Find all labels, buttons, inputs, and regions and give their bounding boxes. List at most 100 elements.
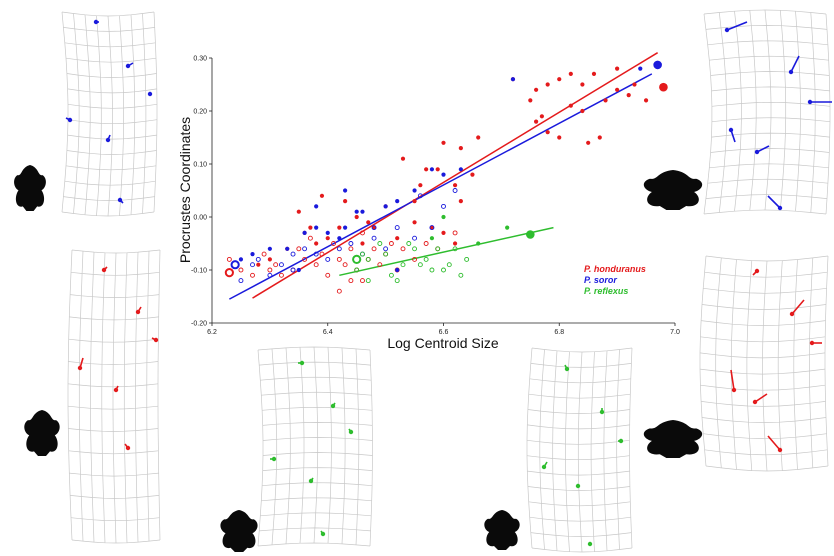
landmark-vector: [754, 393, 768, 403]
landmark-point: [541, 464, 547, 470]
scatter-plot: 6.2 6.4 6.6 6.8 7.0 -0.20 -0.10 0.00 0.10 0.20 0.…: [177, 52, 680, 351]
grid-line: [705, 255, 829, 262]
grid-line: [123, 252, 128, 543]
grid-line: [552, 350, 558, 551]
open-point: [412, 246, 418, 252]
open-point: [464, 256, 470, 262]
grid-line: [824, 255, 829, 467]
open-point: [371, 235, 377, 241]
grid-line: [531, 347, 633, 353]
open-point: [226, 256, 232, 262]
landmark-vector: [726, 21, 748, 31]
open-point: [238, 267, 244, 273]
landmark-point: [809, 340, 815, 346]
filled-point: [441, 230, 446, 235]
mean-open-marker: [352, 254, 362, 264]
grid-line: [746, 260, 753, 471]
grid-line: [616, 349, 620, 550]
filled-point: [302, 230, 307, 235]
landmark-point: [728, 127, 734, 133]
x-tick-label: 7.0: [670, 329, 680, 336]
grid-line: [369, 349, 373, 547]
legend-entry: P. honduranus: [584, 264, 646, 274]
filled-point: [395, 267, 400, 273]
mean-filled-marker: [526, 230, 535, 239]
grid-line: [795, 11, 801, 212]
filled-point: [267, 246, 272, 251]
landmark-point: [320, 531, 326, 537]
grid-line: [699, 255, 707, 467]
open-point: [377, 241, 383, 246]
grid-line: [271, 348, 278, 545]
grid-line: [146, 251, 150, 542]
grid-panel-top-right: [703, 9, 832, 215]
landmark-point: [117, 197, 123, 203]
landmark-point: [299, 360, 305, 366]
filled-point: [354, 209, 359, 214]
legend-entry: P. soror: [584, 275, 617, 285]
open-point: [365, 278, 371, 284]
filled-point: [626, 93, 631, 98]
x-ticks: 6.2 6.4 6.6 6.8 7.0: [207, 323, 680, 336]
open-point: [319, 251, 325, 257]
grid-line: [112, 252, 117, 544]
x-tick-label: 6.6: [439, 329, 449, 336]
grid-line: [526, 347, 533, 549]
open-point: [290, 267, 296, 273]
filled-point: [557, 77, 562, 82]
filled-point: [615, 87, 620, 92]
filled-point: [568, 103, 573, 108]
open-point: [417, 193, 423, 199]
landmark-point: [724, 27, 730, 33]
landmark-point: [147, 91, 153, 97]
shell-silhouette: [643, 170, 703, 210]
grid-line: [777, 260, 783, 471]
grid-line: [565, 351, 570, 552]
shell-silhouette: [643, 420, 703, 458]
filled-point: [383, 204, 388, 209]
filled-point: [638, 66, 643, 71]
open-point: [261, 251, 267, 257]
landmark-point: [807, 99, 813, 105]
filled-point: [615, 66, 620, 71]
open-point: [302, 256, 308, 262]
filled-point: [360, 209, 365, 214]
grid-line: [101, 252, 106, 543]
filled-point: [505, 225, 510, 230]
open-point: [452, 246, 458, 252]
filled-point: [441, 214, 446, 220]
filled-point: [568, 71, 573, 76]
grid-line: [78, 251, 84, 542]
open-point: [250, 272, 255, 278]
grid-line: [142, 13, 147, 214]
x-axis-label: Log Centroid Size: [387, 335, 499, 351]
landmark-point: [308, 478, 314, 484]
grid-line: [825, 13, 831, 215]
open-point: [388, 272, 394, 278]
y-tick-label: -0.20: [191, 321, 207, 328]
landmark-point: [754, 268, 760, 274]
filled-point: [412, 220, 417, 225]
filled-point: [603, 98, 608, 103]
filled-point: [314, 241, 319, 246]
landmark-point: [105, 137, 111, 143]
filled-point: [337, 225, 342, 230]
grid-line: [629, 347, 633, 549]
filled-point: [296, 267, 301, 273]
grid-line: [285, 347, 291, 544]
y-tick-label: 0.30: [193, 56, 207, 63]
grid-line: [809, 257, 814, 468]
filled-point: [528, 98, 533, 103]
open-point: [394, 225, 400, 231]
grid-line: [779, 10, 787, 211]
landmark-point: [77, 365, 83, 371]
landmark-point: [789, 311, 795, 317]
filled-point: [591, 71, 597, 76]
open-point: [429, 267, 435, 273]
filled-point: [343, 199, 348, 204]
filled-point: [337, 236, 342, 241]
landmark-point: [125, 445, 131, 451]
landmark-point: [777, 447, 783, 453]
filled-point: [424, 167, 429, 172]
